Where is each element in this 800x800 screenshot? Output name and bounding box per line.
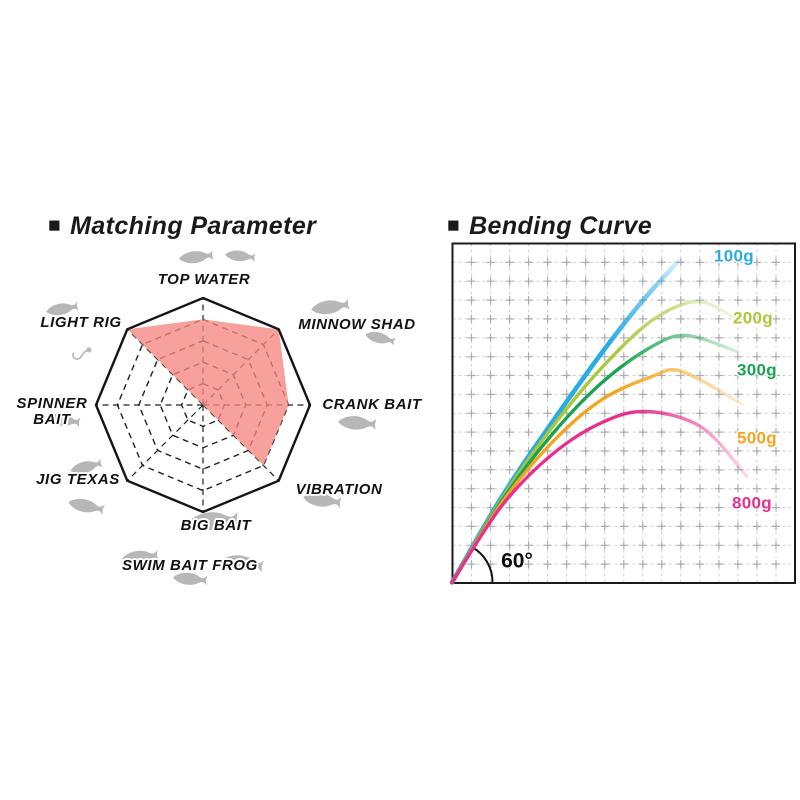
radar-axis-label: CRANK BAIT	[322, 396, 422, 413]
title-bullet-icon: ■	[447, 214, 461, 237]
radar-axis-label: SPINNER BAIT	[16, 395, 88, 428]
fish-silhouette-icon	[46, 413, 81, 428]
radar-axis-label: VIBRATION	[295, 481, 383, 498]
radar-axis-label: JIG TEXAS	[36, 471, 120, 488]
fish-silhouette-icon	[311, 298, 350, 315]
fish-silhouette-icon	[46, 301, 79, 316]
bending-curve-title: ■ Bending Curve	[447, 213, 652, 241]
series-label-800g: 800g	[732, 493, 772, 513]
matching-parameter-title: ■ Matching Parameter	[48, 213, 316, 241]
radar-outline	[94, 296, 312, 514]
series-label-500g: 500g	[737, 428, 777, 448]
bending-curve-800g	[450, 409, 749, 585]
fish-silhouette-icon	[223, 555, 264, 573]
radar-axis-label: SWIM BAIT FROG	[122, 557, 258, 574]
bending-grid	[452, 243, 795, 583]
bending-curve-500g	[450, 367, 745, 585]
radar-value-area	[127, 319, 289, 466]
fish-silhouette-icon	[70, 458, 103, 474]
fish-silhouette-icon	[179, 250, 214, 264]
fish-silhouette-icon	[365, 331, 396, 346]
angle-value-label: 60°	[501, 549, 533, 573]
series-label-300g: 300g	[737, 360, 777, 380]
radar-axis-label: MINNOW SHAD	[298, 316, 416, 333]
fish-silhouette-icon	[122, 549, 159, 564]
series-label-100g: 100g	[714, 246, 754, 266]
fish-silhouette-icon	[225, 250, 256, 263]
lure-silhouettes	[46, 250, 396, 586]
radar-axis-label: BIG BAIT	[180, 517, 252, 534]
bending-curve-200g	[450, 299, 736, 585]
fish-silhouette-icon	[173, 572, 208, 586]
angle-arc	[471, 546, 494, 583]
fish-silhouette-icon	[188, 511, 239, 531]
fish-silhouette-icon	[303, 492, 342, 509]
radar-axis-label: TOP WATER	[157, 271, 251, 288]
series-label-200g: 200g	[733, 308, 773, 328]
radar-axis-label: LIGHT RIG	[40, 314, 122, 331]
bending-plot-border	[451, 242, 796, 584]
bending-curve-title-text: Bending Curve	[469, 212, 653, 240]
fish-silhouette-icon	[68, 498, 105, 516]
title-bullet-icon: ■	[48, 214, 62, 237]
radar-axis	[126, 404, 204, 482]
fish-silhouette-icon	[338, 416, 377, 431]
matching-parameter-title-text: Matching Parameter	[70, 212, 317, 240]
jig-hook-silhouette-icon	[72, 347, 92, 360]
